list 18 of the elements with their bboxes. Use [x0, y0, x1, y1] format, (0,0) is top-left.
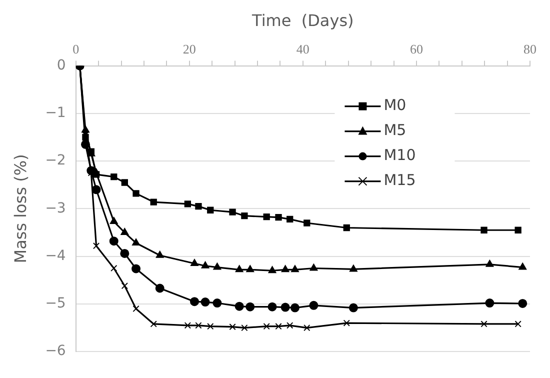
y-tick-label: −4 — [45, 248, 66, 264]
y-axis-title: Mass loss (%) — [10, 154, 30, 264]
y-tick-label: 0 — [56, 57, 66, 74]
legend-label: M10 — [384, 146, 416, 164]
x-tick-label: 80 — [524, 41, 536, 56]
y-tick-label: −3 — [45, 200, 66, 216]
x-tick-label: 40 — [296, 41, 310, 56]
y-tick-label: −6 — [45, 343, 66, 360]
x-axis-title: Time (Days) — [251, 10, 354, 30]
x-tick-label: 0 — [72, 41, 80, 56]
y-tick-label: −1 — [45, 105, 66, 122]
x-tick-label: 20 — [182, 41, 196, 56]
legend-label: M0 — [384, 96, 406, 114]
legend-label: M5 — [384, 121, 406, 140]
y-tick-label: −2 — [45, 152, 66, 169]
y-tick-label: −5 — [45, 296, 66, 312]
x-tick-label: 60 — [410, 41, 423, 56]
legend-label: M15 — [384, 171, 416, 190]
